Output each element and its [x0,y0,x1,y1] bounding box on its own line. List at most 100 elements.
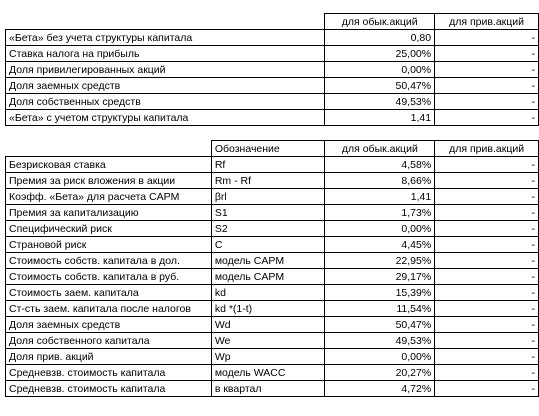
preferred-value-cell[interactable]: - [434,29,539,46]
symbol-cell[interactable]: модель CAPM [210,268,326,285]
table-row: Доля заемных средств 50,47% - [4,77,539,94]
table-row: Премия за капитализацию S1 1,73% - [5,204,539,221]
row-label-cell[interactable]: Премия за капитализацию [5,204,212,221]
preferred-value-cell[interactable]: - [434,268,539,285]
table-row: Доля собственных средств 49,53% - [4,93,539,110]
common-value-cell[interactable]: 50,47% [324,316,436,333]
header-cell-empty [6,141,212,157]
preferred-value-cell[interactable]: - [434,45,539,62]
symbol-cell[interactable]: C [210,236,326,253]
common-value-cell[interactable]: 0,00% [324,348,436,365]
preferred-value-cell[interactable]: - [434,77,539,94]
preferred-value-cell[interactable]: - [434,364,539,381]
row-label-cell[interactable]: Ст-сть заем. капитала после налогов [5,300,212,317]
symbol-cell[interactable]: S2 [210,220,326,237]
table-row: «Бета» с учетом структуры капитала 1,41- [4,109,539,126]
header-cell-symbol[interactable]: Обозначение [210,140,326,157]
row-label-cell[interactable]: Доля привилегированных акций [4,61,326,78]
preferred-value-cell[interactable]: - [434,380,539,397]
common-value-cell[interactable]: 11,54% [324,300,436,317]
row-label-cell[interactable]: Средневзв. стоимость капитала [5,380,212,397]
symbol-cell[interactable]: модель WACC [210,364,326,381]
table-beta-structure: для обык.акций для прив.акций «Бета» без… [4,13,539,126]
row-label-cell[interactable]: Коэфф. «Бета» для расчета CAPM [5,188,212,205]
common-value-cell[interactable]: 1,41 [324,188,436,205]
header-cell-common-shares[interactable]: для обык.акций [324,140,436,157]
table-row: Ставка налога на прибыль 25,00% - [4,45,539,62]
row-label-cell[interactable]: Стоимость заем. капитала [5,284,212,301]
preferred-value-cell[interactable]: - [434,300,539,317]
row-label-cell[interactable]: Безрисковая ставка [5,156,212,173]
preferred-value-cell[interactable]: - [434,220,539,237]
symbol-cell[interactable]: Rf [210,156,326,173]
preferred-value-cell[interactable]: - [434,109,539,126]
symbol-cell[interactable]: We [210,332,326,349]
symbol-cell[interactable]: kd [210,284,326,301]
table-row: Стоимость собств. капитала в дол. модель … [5,252,539,269]
row-label-cell[interactable]: Премия за риск вложения в акции [5,172,212,189]
symbol-cell[interactable]: kd *(1-t) [210,300,326,317]
symbol-cell[interactable]: S1 [210,204,326,221]
preferred-value-cell[interactable]: - [434,61,539,78]
row-label-cell[interactable]: Доля заемных средств [5,316,212,333]
symbol-cell[interactable]: Rm - Rf [210,172,326,189]
common-value-cell[interactable]: 15,39% [324,284,436,301]
row-label-cell[interactable]: Средневзв. стоимость капитала [5,364,212,381]
common-value-cell[interactable]: 29,17% [324,268,436,285]
common-value-cell[interactable]: 8,66% [324,172,436,189]
row-label-cell[interactable]: Доля собственного капитала [5,332,212,349]
common-value-cell[interactable]: 50,47% [324,77,436,94]
table-beta-body: для обык.акций для прив.акций «Бета» без… [4,13,539,126]
row-label-cell[interactable]: Стоимость собств. капитала в дол. [5,252,212,269]
preferred-value-cell[interactable]: - [434,348,539,365]
common-value-cell[interactable]: 4,72% [324,380,436,397]
row-label-cell[interactable]: Стоимость собств. капитала в руб. [5,268,212,285]
preferred-value-cell[interactable]: - [434,204,539,221]
row-label-cell[interactable]: «Бета» без учета структуры капитала [4,29,326,46]
common-value-cell[interactable]: 4,58% [324,156,436,173]
table-row: Специфический риск S2 0,00% - [5,220,539,237]
common-value-cell[interactable]: 4,45% [324,236,436,253]
table-row: Доля заемных средств Wd 50,47% - [5,316,539,333]
table-row: Доля собственного капитала We 49,53% - [5,332,539,349]
header-cell-preferred-shares[interactable]: для прив.акций [434,13,539,30]
common-value-cell[interactable]: 0,00% [324,220,436,237]
header-cell-preferred-shares[interactable]: для прив.акций [434,140,539,157]
preferred-value-cell[interactable]: - [434,316,539,333]
common-value-cell[interactable]: 22,95% [324,252,436,269]
row-label-cell[interactable]: Ставка налога на прибыль [4,45,326,62]
preferred-value-cell[interactable]: - [434,93,539,110]
row-label-cell[interactable]: Доля заемных средств [4,77,326,94]
symbol-cell[interactable]: βrl [210,188,326,205]
common-value-cell[interactable]: 49,53% [324,93,436,110]
preferred-value-cell[interactable]: - [434,252,539,269]
table-row: Доля прив. акций Wp 0,00% - [5,348,539,365]
preferred-value-cell[interactable]: - [434,172,539,189]
preferred-value-cell[interactable]: - [434,284,539,301]
common-value-cell[interactable]: 25,00% [324,45,436,62]
preferred-value-cell[interactable]: - [434,188,539,205]
table-row: Стоимость заем. капитала kd 15,39% - [5,284,539,301]
common-value-cell[interactable]: 0,80 [324,29,436,46]
symbol-cell[interactable]: Wp [210,348,326,365]
row-label-cell[interactable]: Специфический риск [5,220,212,237]
table-header-row: Обозначение для обык.акций для прив.акци… [6,140,539,157]
row-label-cell[interactable]: Доля собственных средств [4,93,326,110]
symbol-cell[interactable]: Wd [210,316,326,333]
table-row: Премия за риск вложения в акции Rm - Rf 8,… [5,172,539,189]
symbol-cell[interactable]: в квартал [210,380,326,397]
common-value-cell[interactable]: 1,73% [324,204,436,221]
preferred-value-cell[interactable]: - [434,332,539,349]
preferred-value-cell[interactable]: - [434,236,539,253]
common-value-cell[interactable]: 0,00% [324,61,436,78]
common-value-cell[interactable]: 1,41 [324,109,436,126]
row-label-cell[interactable]: «Бета» с учетом структуры капитала [4,109,326,126]
table-row: «Бета» без учета структуры капитала 0,80- [4,29,539,46]
preferred-value-cell[interactable]: - [434,156,539,173]
common-value-cell[interactable]: 49,53% [324,332,436,349]
common-value-cell[interactable]: 20,27% [324,364,436,381]
header-cell-common-shares[interactable]: для обык.акций [324,13,436,30]
symbol-cell[interactable]: модель CAPM [210,252,326,269]
row-label-cell[interactable]: Доля прив. акций [5,348,212,365]
row-label-cell[interactable]: Страновой риск [5,236,212,253]
